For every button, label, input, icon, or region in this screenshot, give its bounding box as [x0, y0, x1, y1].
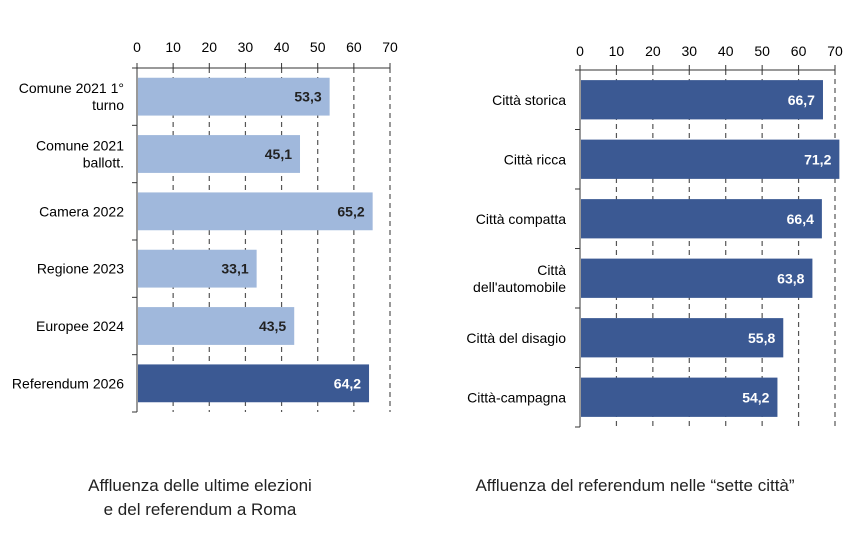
left-bar — [138, 77, 330, 116]
right-tick-label: 60 — [791, 43, 807, 59]
right-bar — [581, 80, 823, 120]
right-category-label: dell'automobile — [473, 279, 566, 295]
right-bar-value-label: 66,7 — [788, 92, 815, 108]
right-tick-label: 70 — [827, 43, 843, 59]
right-tick-label: 40 — [718, 43, 734, 59]
right-bar-value-label: 54,2 — [742, 389, 769, 405]
left-bar — [138, 307, 295, 345]
left-tick-label: 70 — [382, 39, 398, 55]
left-bar-value-label: 45,1 — [265, 146, 292, 162]
left-tick-label: 20 — [201, 39, 217, 55]
left-category-label: Comune 2021 — [36, 138, 124, 154]
left-tick-label: 60 — [346, 39, 362, 55]
left-caption-line-2: e del referendum a Roma — [103, 500, 297, 519]
left-category-label: Europee 2024 — [36, 318, 124, 334]
left-bar-value-label: 33,1 — [221, 261, 248, 277]
right-category-label: Città compatta — [476, 211, 566, 227]
left-bar-value-label: 65,2 — [337, 203, 364, 219]
left-category-label: ballott. — [83, 155, 124, 171]
left-chart: 0 10 20 30 40 50 60 70 53,3 Comune 2021 1°turno 45… — [12, 39, 398, 413]
left-category-label: Comune 2021 1° — [19, 80, 124, 96]
right-category-label: Città del disagio — [466, 330, 566, 346]
right-category-label: Città-campagna — [467, 389, 566, 405]
left-bar — [138, 192, 373, 231]
right-category-label: Città ricca — [504, 151, 566, 167]
left-bar — [138, 364, 370, 403]
left-tick-label: 40 — [274, 39, 290, 55]
left-bar — [138, 249, 257, 288]
left-bar-value-label: 64,2 — [334, 375, 361, 391]
right-chart-caption: Affluenza del referendum nelle “sette ci… — [430, 474, 840, 498]
left-tick-label: 10 — [165, 39, 181, 55]
left-bar — [138, 135, 301, 173]
right-tick-label: 10 — [609, 43, 625, 59]
right-bar-value-label: 66,4 — [787, 211, 814, 227]
left-category-label: Regione 2023 — [37, 261, 124, 277]
right-caption-line-1: Affluenza del referendum nelle “sette ci… — [475, 476, 795, 495]
right-bar-value-label: 55,8 — [748, 330, 775, 346]
right-bar-value-label: 71,2 — [804, 151, 831, 167]
right-tick-label: 50 — [754, 43, 770, 59]
left-category-label: Referendum 2026 — [12, 375, 124, 391]
right-bar — [581, 318, 784, 358]
right-bar — [581, 258, 813, 298]
left-caption-line-1: Affluenza delle ultime elezioni — [88, 476, 312, 495]
right-tick-label: 30 — [681, 43, 697, 59]
left-tick-label: 0 — [133, 39, 141, 55]
left-category-label: turno — [92, 97, 124, 113]
right-bar-value-label: 63,8 — [777, 270, 804, 286]
right-chart: 0 10 20 30 40 50 60 70 66,7 Città storica 71,2 Citt… — [466, 43, 843, 428]
right-tick-label: 0 — [576, 43, 584, 59]
right-category-label: Città — [537, 262, 566, 278]
left-chart-caption: Affluenza delle ultime elezioni e del re… — [40, 474, 360, 522]
right-category-label: Città storica — [492, 92, 566, 108]
right-tick-label: 20 — [645, 43, 661, 59]
left-tick-label: 50 — [310, 39, 326, 55]
left-category-label: Camera 2022 — [39, 203, 124, 219]
left-bar-value-label: 53,3 — [294, 89, 321, 105]
charts-canvas: 0 10 20 30 40 50 60 70 53,3 Comune 2021 1°turno 45… — [12, 39, 843, 428]
left-tick-label: 30 — [238, 39, 254, 55]
left-bar-value-label: 43,5 — [259, 318, 286, 334]
right-bar — [581, 139, 840, 179]
right-bar — [581, 199, 822, 239]
right-bar — [581, 377, 778, 417]
